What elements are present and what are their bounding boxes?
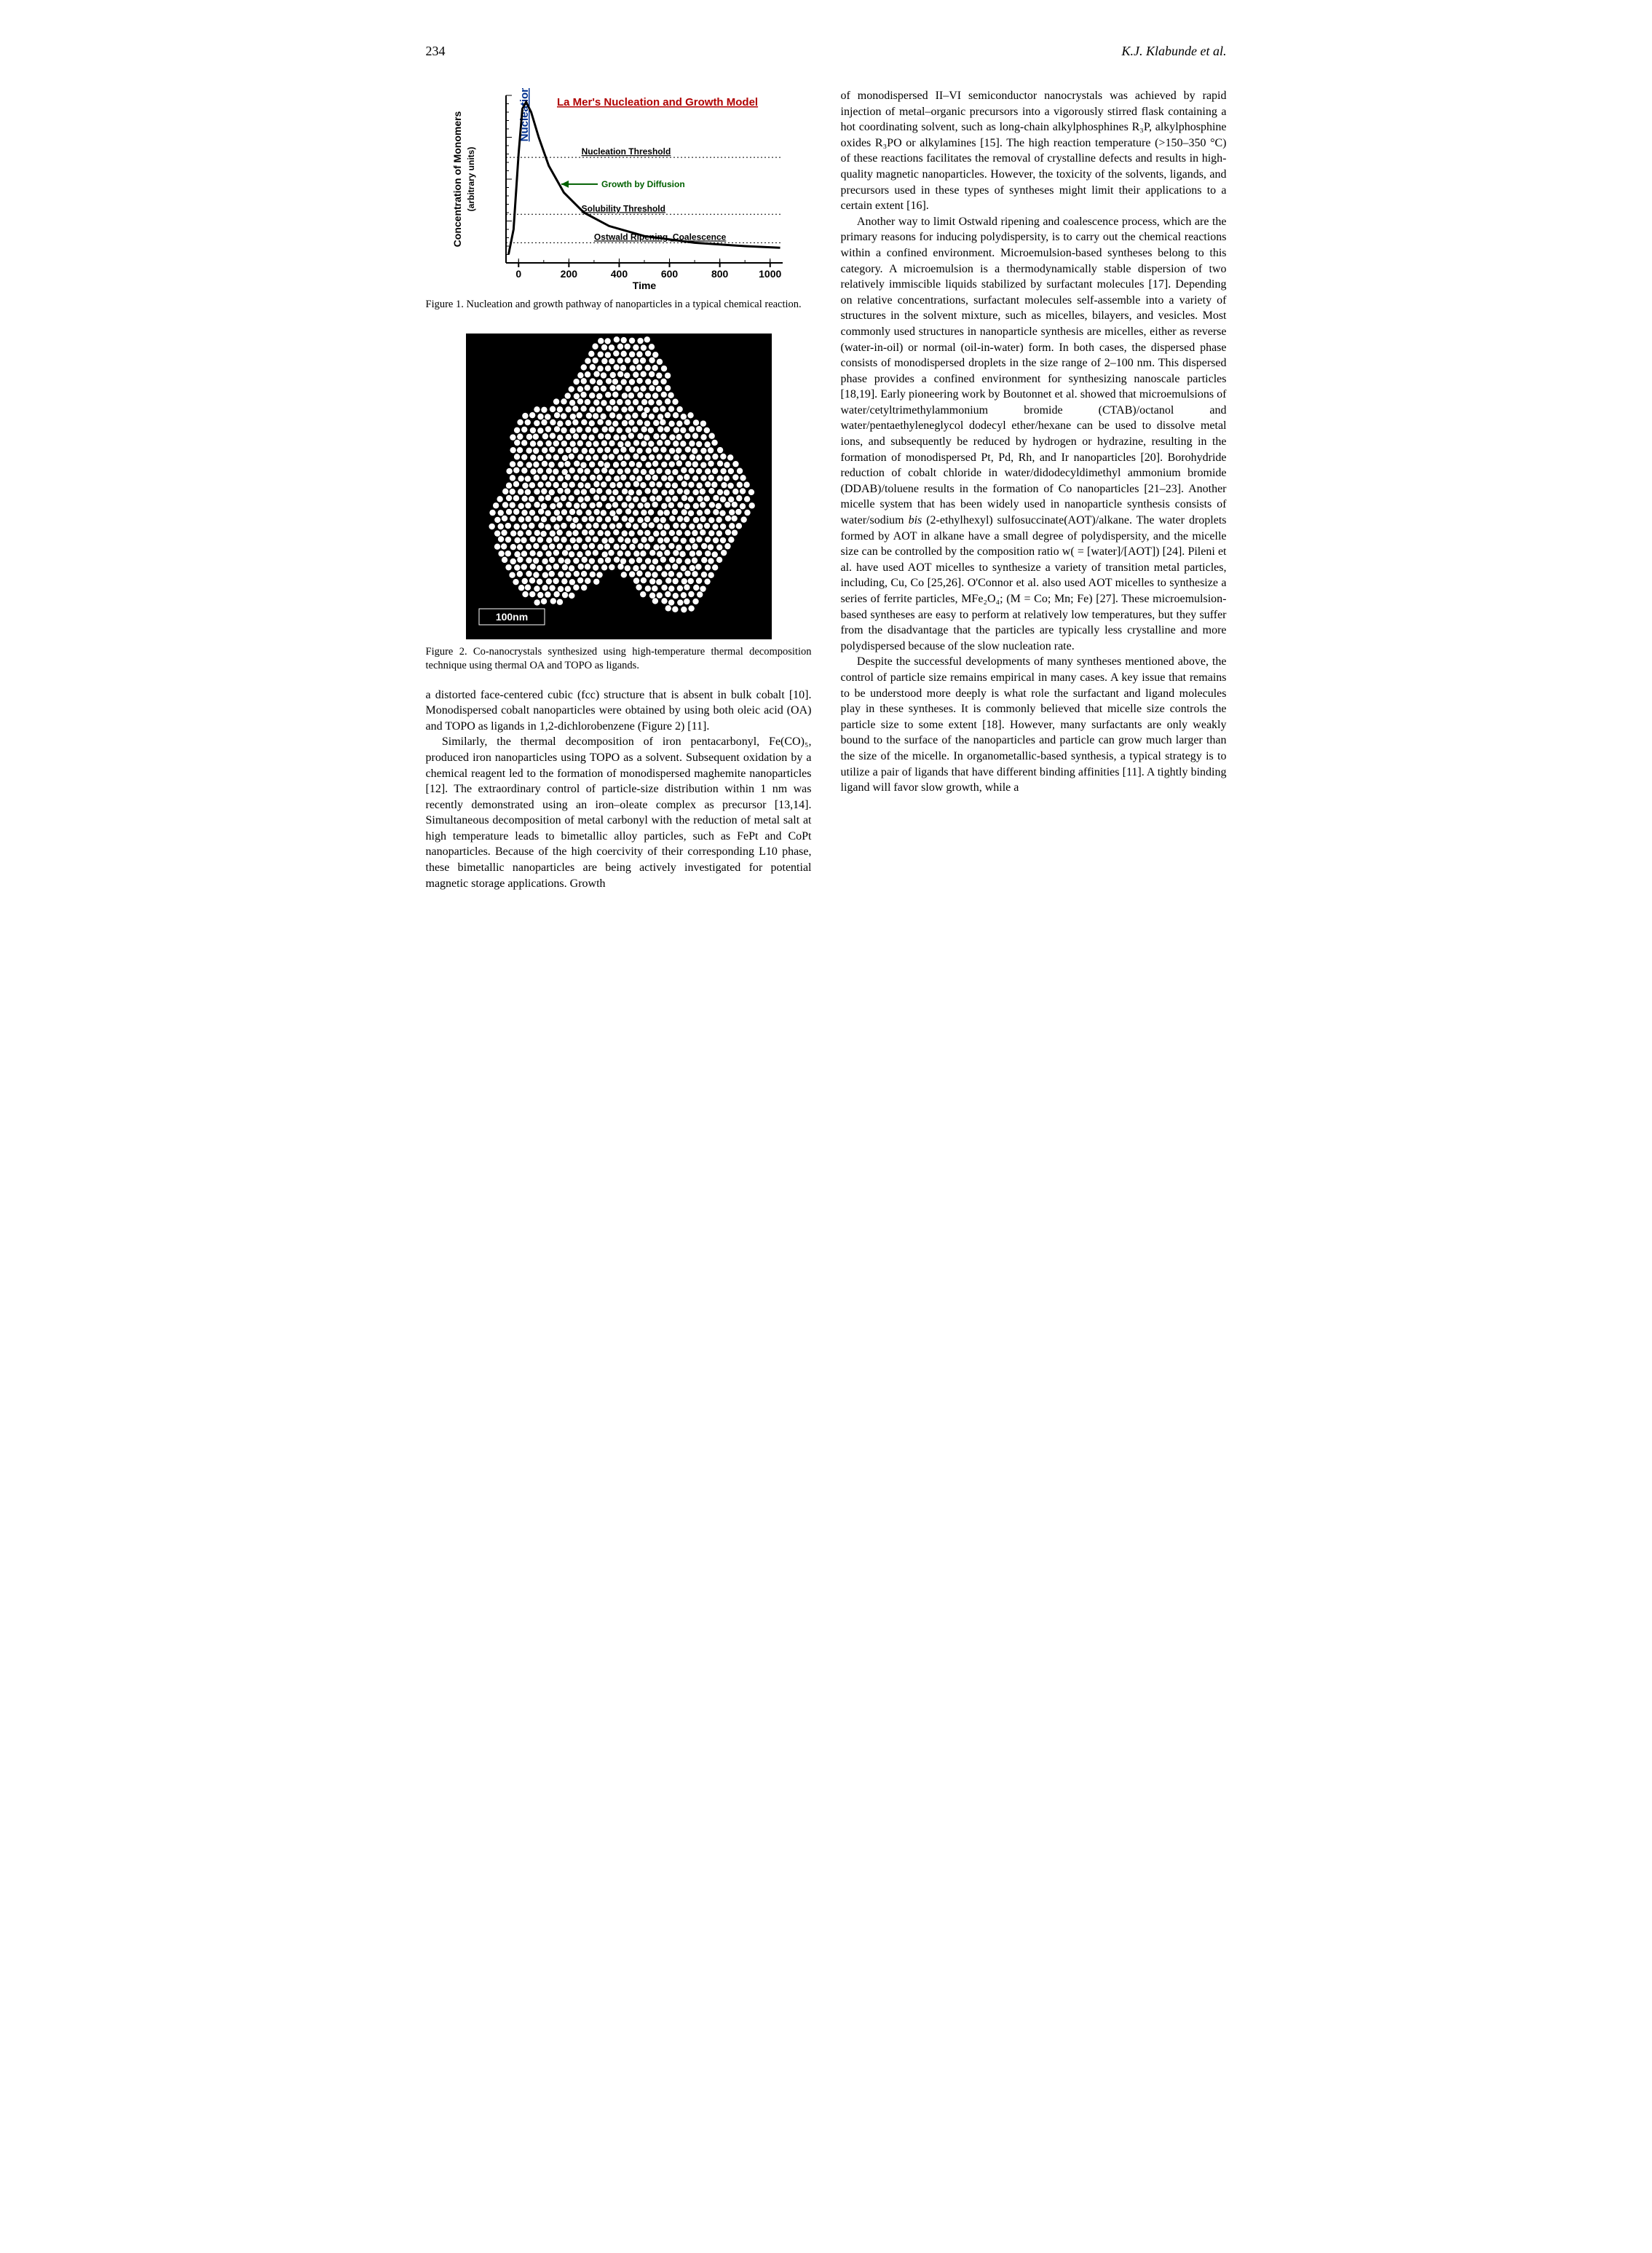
left-column: 0 200 400 600 800 1000 Time Concentration of Mo…: [426, 88, 812, 891]
page-header: 234 K.J. Klabunde et al.: [426, 44, 1227, 59]
body-paragraph: Despite the successful developments of m…: [841, 654, 1227, 795]
svg-text:Time: Time: [632, 280, 656, 291]
body-paragraph: a distorted face-centered cubic (fcc) st…: [426, 687, 812, 735]
svg-text:Nucleation Threshold: Nucleation Threshold: [581, 146, 671, 157]
svg-text:1000: 1000: [759, 268, 781, 280]
svg-text:200: 200: [560, 268, 577, 280]
svg-text:0: 0: [515, 268, 521, 280]
figure-2-caption: Figure 2. Co-nanocrystals synthesized us…: [426, 645, 812, 673]
body-paragraph: of monodispersed II–VI semiconductor nan…: [841, 88, 1227, 214]
figure-2: 100nm Figure 2. Co-nanocrystals synthesi…: [426, 334, 812, 673]
figure-1-chart: 0 200 400 600 800 1000 Time Concentration of Mo…: [448, 88, 790, 292]
figure-1: 0 200 400 600 800 1000 Time Concentration of Mo…: [426, 88, 812, 312]
figure-2-image: 100nm: [466, 334, 772, 639]
svg-text:Ostwald Ripening, Coalescence: Ostwald Ripening, Coalescence: [593, 232, 726, 242]
figure-1-caption: Figure 1. Nucleation and growth pathway …: [426, 298, 812, 312]
svg-text:Growth by Diffusion: Growth by Diffusion: [601, 179, 685, 189]
svg-text:La Mer's Nucleation and Growth: La Mer's Nucleation and Growth Model: [557, 96, 758, 108]
page-number: 234: [426, 44, 446, 59]
svg-text:800: 800: [711, 268, 728, 280]
svg-text:600: 600: [660, 268, 678, 280]
svg-text:Solubility Threshold: Solubility Threshold: [581, 203, 665, 213]
svg-text:(arbitrary units): (arbitrary units): [466, 147, 476, 212]
svg-text:400: 400: [610, 268, 628, 280]
svg-text:100nm: 100nm: [495, 611, 527, 623]
running-head: K.J. Klabunde et al.: [1122, 44, 1227, 59]
body-paragraph: Similarly, the thermal decomposition of …: [426, 734, 812, 891]
svg-text:Concentration of Monomers: Concentration of Monomers: [451, 111, 463, 247]
right-column: of monodispersed II–VI semiconductor nan…: [841, 88, 1227, 891]
body-paragraph: Another way to limit Ostwald ripening an…: [841, 214, 1227, 655]
